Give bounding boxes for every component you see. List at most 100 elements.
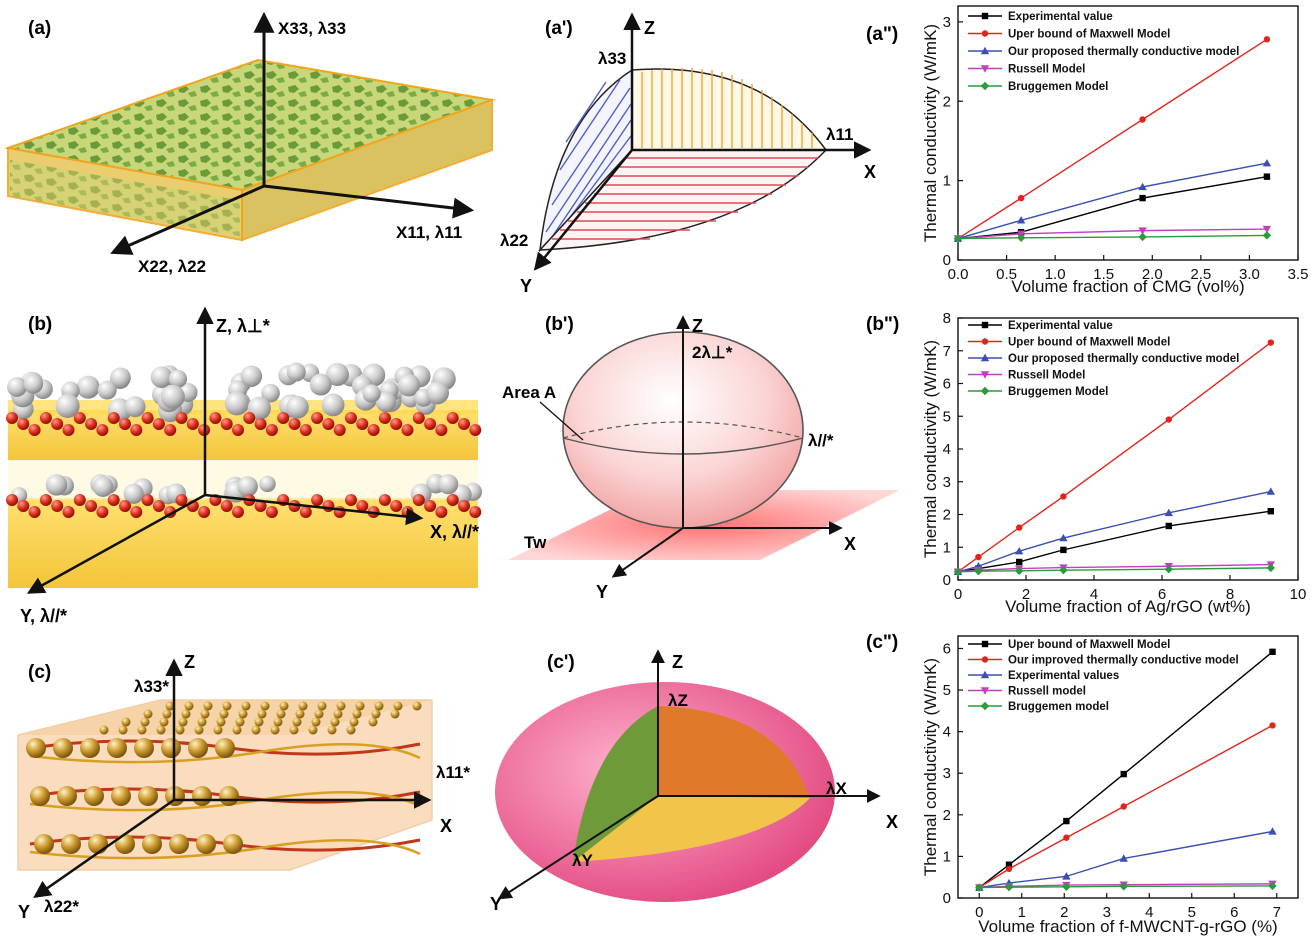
- red-particle: [96, 424, 109, 436]
- y-tick-label: 8: [943, 310, 951, 327]
- gold-particle: [346, 725, 356, 735]
- gold-particle: [273, 717, 283, 727]
- data-point: [1165, 416, 1173, 423]
- axis-label-y-c1: Y: [490, 894, 502, 914]
- data-point: [953, 234, 963, 243]
- x-axis-label: Volume fraction of Ag/rGO (wt%): [1005, 597, 1251, 616]
- x-tick-label: 0.5: [996, 266, 1017, 283]
- axis-label-x11: X11, λ11: [396, 223, 462, 242]
- red-particle: [254, 418, 267, 430]
- gold-particle: [143, 709, 153, 719]
- gold-particle: [137, 725, 147, 735]
- red-particle: [345, 494, 357, 506]
- data-point: [1062, 882, 1071, 891]
- axis-label-x-a1: X: [864, 162, 876, 182]
- gold-particle: [232, 725, 242, 735]
- panel-b-prime: (b') Z 2λ⊥* Area A λ//* Tw X Y: [502, 314, 900, 602]
- red-particle: [265, 506, 278, 518]
- gold-particle: [213, 725, 223, 735]
- red-particle: [288, 418, 301, 430]
- red-particle: [435, 506, 448, 518]
- panel-label-a2: (a"): [866, 24, 898, 45]
- silver-particle: [7, 377, 27, 397]
- red-particle: [130, 424, 143, 436]
- panel-label-b: (b): [28, 314, 52, 335]
- red-particle: [345, 412, 357, 424]
- red-particle: [412, 412, 425, 424]
- data-point: [1267, 508, 1274, 515]
- axis-label-x-b: X, λ//*: [430, 522, 479, 542]
- red-particle: [378, 412, 391, 424]
- gold-particle: [371, 709, 381, 719]
- gold-particle: [393, 701, 403, 711]
- red-particle: [130, 506, 143, 518]
- legend-entry: Russell Model: [1008, 64, 1085, 76]
- legend-entry: Our improved thermally conductive model: [1008, 655, 1239, 667]
- gold-particle: [159, 717, 169, 727]
- gold-particle: [216, 717, 226, 727]
- gold-particle: [333, 709, 343, 719]
- red-particle: [6, 494, 18, 506]
- red-particle: [322, 500, 335, 512]
- red-particle: [220, 500, 233, 512]
- data-point: [1015, 566, 1024, 576]
- red-particle: [51, 418, 64, 430]
- legend-entry: Uper bound of Maxwell Model: [1008, 639, 1170, 651]
- gold-particle: [223, 834, 243, 854]
- axis-label-y-b: Y, λ//*: [20, 606, 67, 626]
- panel-label-c: (c): [28, 662, 51, 683]
- data-point: [981, 12, 989, 20]
- gold-particle: [57, 786, 77, 806]
- gold-particle: [134, 738, 154, 758]
- y-tick-label: 3: [943, 14, 951, 31]
- panel-label-b1: (b'): [545, 314, 574, 335]
- series-line: [957, 228, 1267, 240]
- gold-particle: [34, 834, 54, 854]
- label-l22-a1: λ22: [500, 231, 528, 250]
- gold-particle: [121, 717, 131, 727]
- label-tw-b1: Tw: [524, 533, 547, 552]
- gold-particle: [165, 701, 175, 711]
- silver-particle: [397, 373, 421, 397]
- silver-particle: [97, 380, 117, 400]
- silver-particle: [375, 391, 397, 413]
- x-tick-label: 7: [1273, 904, 1281, 921]
- hatch-yz: [545, 79, 632, 241]
- data-point: [981, 321, 989, 329]
- data-point: [1165, 522, 1172, 530]
- gold-particle: [292, 717, 302, 727]
- data-point: [1016, 558, 1023, 566]
- data-point: [1016, 524, 1023, 531]
- series-line: [957, 38, 1268, 240]
- axis-label-z-a1: Z: [644, 18, 655, 38]
- y-tick-label: 1: [943, 173, 951, 190]
- gold-particle: [161, 738, 181, 758]
- gold-particle: [84, 786, 104, 806]
- gold-particle: [222, 701, 232, 711]
- data-point: [980, 670, 990, 679]
- data-point: [1059, 565, 1068, 575]
- data-point: [1119, 882, 1128, 891]
- gold-particle: [197, 717, 207, 727]
- data-point: [1120, 770, 1127, 778]
- red-particle: [424, 418, 437, 430]
- area-leader: [539, 401, 584, 441]
- silver-particle: [92, 476, 114, 497]
- label-perp-b1: 2λ⊥*: [692, 343, 733, 362]
- gold-particle: [188, 738, 208, 758]
- legend-entry: Bruggemen Model: [1008, 386, 1108, 398]
- data-point: [1164, 508, 1173, 517]
- label-l11-a1: λ11: [826, 125, 853, 144]
- y-tick-label: 3: [943, 474, 951, 491]
- red-particle: [175, 412, 188, 424]
- label-lz-c1: λZ: [668, 691, 688, 710]
- legend-entry: Uper bound of Maxwell Model: [1008, 337, 1170, 349]
- data-point: [1138, 232, 1147, 242]
- data-point: [980, 65, 990, 73]
- data-point: [1016, 233, 1026, 242]
- y-tick-label: 2: [943, 93, 951, 110]
- y-tick-label: 6: [943, 376, 951, 393]
- red-particle: [152, 500, 165, 512]
